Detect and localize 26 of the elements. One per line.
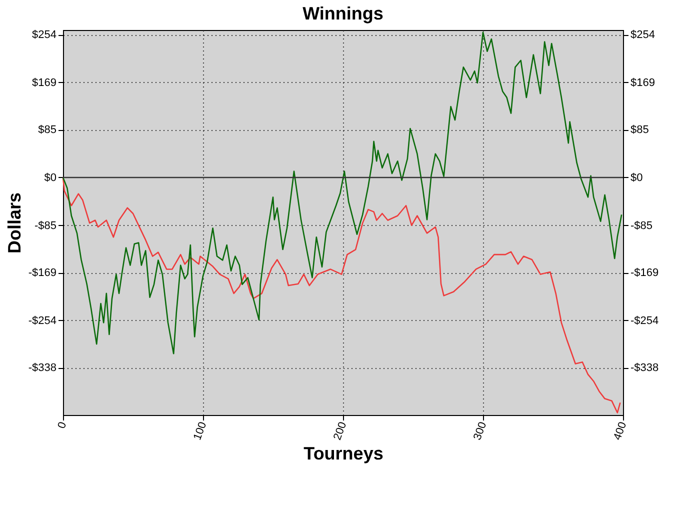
x-tick-label: 400 bbox=[612, 420, 630, 442]
y-tick-label: $254 bbox=[32, 29, 56, 42]
y2-tick-label: -$338 bbox=[630, 362, 659, 374]
y-tick-label: $0 bbox=[44, 172, 56, 184]
y2-tick-label: -$254 bbox=[630, 314, 659, 327]
y2-tick-label: -$169 bbox=[630, 267, 659, 280]
x-tick-label: 0 bbox=[56, 420, 70, 430]
x-tick-label: 300 bbox=[472, 420, 490, 442]
y-tick-label: -$254 bbox=[28, 314, 56, 327]
chart-title: Winnings bbox=[302, 3, 384, 24]
y2-tick-label: $0 bbox=[630, 172, 643, 184]
y-tick-label: -$169 bbox=[28, 267, 56, 280]
line-series bbox=[62, 176, 621, 414]
y-tick-label: -$85 bbox=[34, 220, 56, 232]
x-axis-title: Tourneys bbox=[304, 443, 384, 464]
y2-tick-label: -$85 bbox=[630, 220, 653, 232]
y2-tick-label: $254 bbox=[630, 29, 655, 42]
x-tick-label: 100 bbox=[192, 420, 210, 442]
x-tick-label: 200 bbox=[332, 420, 350, 442]
y-tick-label: -$338 bbox=[28, 362, 56, 374]
line-series bbox=[62, 32, 622, 354]
y-tick-label: $169 bbox=[32, 76, 56, 89]
y-tick-label: $85 bbox=[38, 124, 56, 136]
y2-tick-label: $169 bbox=[630, 76, 655, 89]
y2-tick-label: $85 bbox=[630, 124, 649, 136]
y-axis-title: Dollars bbox=[4, 192, 24, 254]
